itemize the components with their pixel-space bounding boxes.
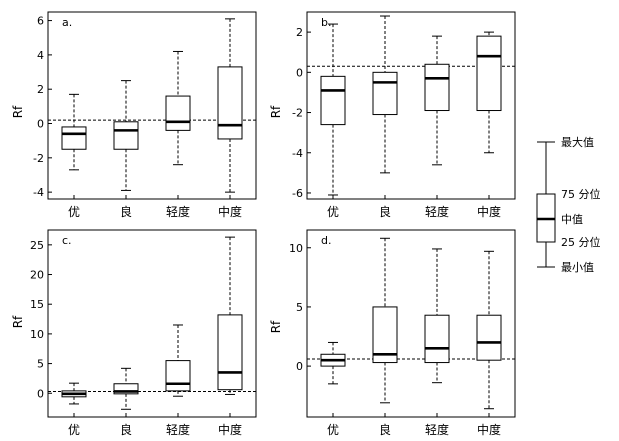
box-3: [424, 35, 450, 166]
box-2: [113, 367, 139, 410]
y-tick-label: 2: [37, 83, 44, 96]
iqr-box: [320, 75, 346, 126]
y-tick-label: 0: [37, 118, 44, 131]
iqr-box: [113, 121, 139, 150]
x-category-label: 优: [327, 423, 339, 437]
iqr-box: [165, 360, 191, 392]
y-tick-label: -2: [33, 152, 44, 165]
y-tick-label: 20: [30, 269, 44, 282]
box-4: [476, 250, 502, 410]
y-axis-label: Rf: [269, 105, 283, 118]
legend-q1-label: 25 分位: [561, 235, 601, 249]
y-tick-label: 6: [37, 15, 44, 28]
y-tick-label: 4: [37, 49, 44, 62]
x-category-label: 轻度: [166, 422, 190, 437]
panel-a: a. Rf -4 -2 0 2 4 6 优 良 轻度 中度: [11, 11, 257, 219]
x-category-label: 优: [68, 205, 80, 219]
y-tick-label: -4: [33, 186, 44, 199]
iqr-box: [476, 35, 502, 112]
y-axis-label: Rf: [269, 320, 283, 333]
y-tick-label: 5: [296, 301, 303, 314]
x-category-label: 良: [379, 422, 391, 437]
x-category-label: 良: [379, 204, 391, 219]
panel-label: a.: [62, 16, 72, 29]
box-3: [165, 50, 191, 166]
plot-frame: [47, 229, 257, 418]
y-tick-label: 5: [37, 358, 44, 371]
x-category-label: 良: [120, 204, 132, 219]
y-tick-label: 25: [30, 239, 44, 252]
panel-label: d.: [321, 234, 331, 247]
x-category-label: 中度: [218, 204, 242, 219]
y-tick-label: 0: [296, 360, 303, 373]
box-1: [61, 93, 87, 171]
legend-q3-label: 75 分位: [561, 187, 601, 201]
box-3: [165, 324, 191, 397]
iqr-box: [217, 66, 243, 140]
panel-label: c.: [62, 234, 72, 247]
y-tick-label: 0: [37, 387, 44, 400]
plot-frame: [47, 11, 257, 200]
box-2: [372, 237, 398, 404]
x-category-label: 中度: [477, 422, 501, 437]
y-tick-label: 2: [296, 26, 303, 39]
box-2: [113, 80, 139, 191]
legend-min-label: 最小值: [561, 261, 594, 274]
x-category-label: 轻度: [425, 204, 449, 219]
legend-max-label: 最大值: [561, 135, 594, 149]
iqr-box: [61, 126, 87, 150]
panel-c: c. Rf 0 5 10 15 20 25 优 良 轻度 中度: [11, 229, 257, 437]
iqr-box: [424, 63, 450, 112]
box-3: [424, 248, 450, 384]
box-1: [320, 341, 346, 385]
box-2: [372, 15, 398, 174]
x-category-label: 轻度: [425, 422, 449, 437]
iqr-box: [165, 95, 191, 131]
y-tick-label: -4: [292, 147, 303, 160]
x-category-label: 中度: [218, 422, 242, 437]
panel-d: d. Rf 0 5 10 优 良 轻度 中度: [269, 229, 516, 437]
y-axis-label: Rf: [11, 105, 25, 118]
x-category-label: 中度: [477, 204, 501, 219]
box-4: [217, 18, 243, 193]
box-1: [320, 23, 346, 196]
x-category-label: 优: [68, 423, 80, 437]
iqr-box: [217, 314, 243, 391]
x-category-label: 轻度: [166, 204, 190, 219]
y-tick-label: -2: [292, 107, 303, 120]
plot-frame: [306, 229, 516, 418]
y-tick-label: 15: [30, 298, 44, 311]
iqr-box: [424, 314, 450, 364]
plot-frame: [306, 11, 516, 200]
box-4: [217, 236, 243, 395]
y-axis-label: Rf: [11, 315, 25, 328]
legend-median-label: 中值: [561, 213, 583, 226]
legend: 最大值 75 分位 中值 25 分位 最小值: [536, 135, 601, 274]
y-tick-label: 10: [289, 242, 303, 255]
x-category-label: 良: [120, 422, 132, 437]
y-tick-label: -6: [292, 187, 303, 200]
box-1: [61, 382, 87, 405]
y-tick-label: 0: [296, 66, 303, 79]
iqr-box: [113, 383, 139, 395]
panel-label: b.: [321, 16, 331, 29]
iqr-box: [372, 71, 398, 116]
x-category-label: 优: [327, 205, 339, 219]
panel-b: b. Rf -6 -4 -2 0 2 优 良 轻度 中度: [269, 11, 516, 219]
iqr-box: [476, 314, 502, 361]
y-tick-label: 10: [30, 328, 44, 341]
box-4: [476, 31, 502, 154]
